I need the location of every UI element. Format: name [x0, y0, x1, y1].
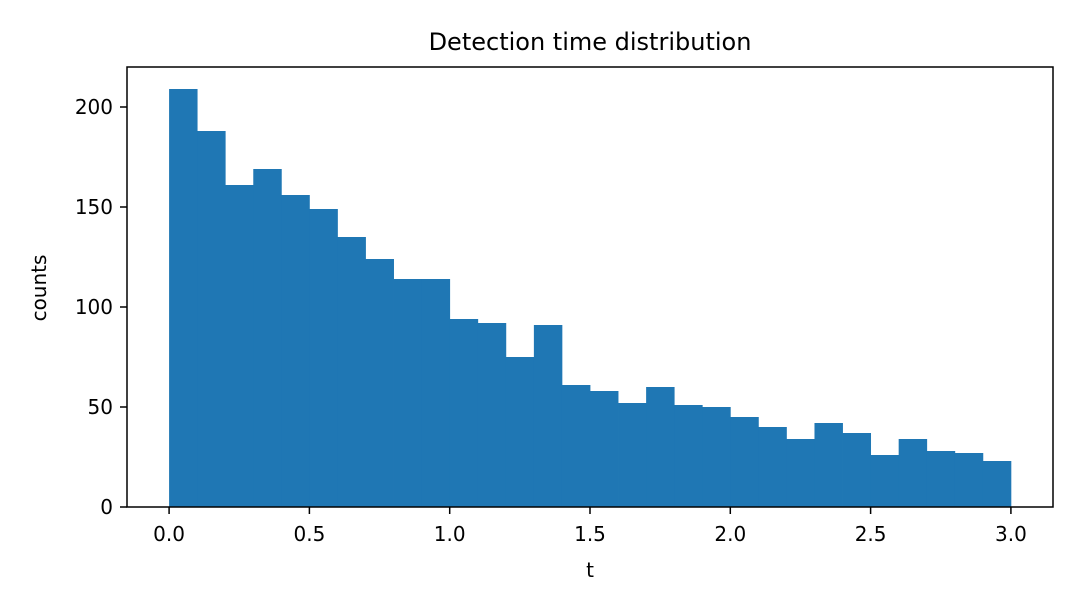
histogram-bar	[309, 209, 338, 507]
histogram-bar	[337, 237, 366, 507]
histogram-bar	[253, 169, 282, 507]
histogram-bar	[702, 407, 731, 507]
histogram-bar	[786, 439, 815, 507]
histogram-bar	[730, 417, 759, 507]
x-tick-label: 0.5	[293, 522, 325, 546]
histogram-bar	[758, 427, 787, 507]
x-tick-label: 1.5	[574, 522, 606, 546]
x-axis-label: t	[586, 558, 594, 582]
x-axis-ticks: 0.0 0.5 1.0 1.5 2.0 2.5 3.0	[153, 507, 1027, 546]
histogram-bar	[533, 325, 563, 507]
histogram-bar	[926, 451, 956, 507]
histogram-bar	[505, 357, 535, 507]
y-tick-label: 100	[75, 295, 113, 319]
histogram-bar	[169, 89, 198, 507]
histogram-bar	[898, 439, 928, 507]
histogram-bar	[590, 391, 619, 507]
histogram-bar	[477, 323, 507, 507]
x-tick-label: 3.0	[995, 522, 1027, 546]
histogram-bar	[393, 279, 423, 507]
histogram-bar	[842, 433, 872, 507]
histogram-bar	[225, 185, 254, 507]
x-tick-label: 0.0	[153, 522, 185, 546]
y-tick-label: 200	[75, 95, 113, 119]
y-tick-label: 50	[88, 395, 113, 419]
y-tick-label: 0	[100, 495, 113, 519]
x-tick-label: 2.5	[855, 522, 887, 546]
chart-title: Detection time distribution	[429, 28, 752, 56]
histogram-bar	[618, 403, 647, 507]
bars-group	[169, 89, 1012, 507]
y-tick-label: 150	[75, 195, 113, 219]
x-tick-label: 2.0	[714, 522, 746, 546]
histogram-bar	[421, 279, 451, 507]
histogram-bar	[814, 423, 843, 507]
histogram-bar	[365, 259, 394, 507]
histogram-bar	[982, 461, 1012, 507]
histogram-bar	[870, 455, 900, 507]
histogram-bar	[646, 387, 675, 507]
x-tick-label: 1.0	[434, 522, 466, 546]
histogram-bar	[674, 405, 703, 507]
histogram-bar	[561, 385, 591, 507]
histogram-bar	[954, 453, 984, 507]
y-axis-label: counts	[27, 255, 51, 322]
histogram-bar	[281, 195, 310, 507]
histogram-bar	[197, 131, 226, 507]
histogram-bar	[449, 319, 479, 507]
y-axis-ticks: 0 50 100 150 200	[75, 95, 127, 519]
